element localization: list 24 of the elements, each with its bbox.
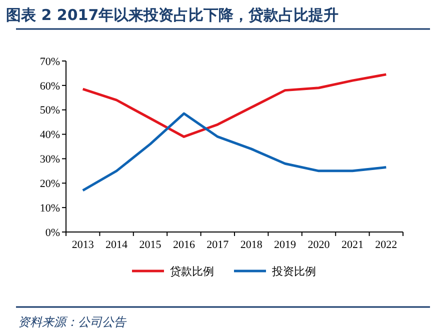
x-tick-label: 2015 bbox=[139, 239, 162, 251]
legend-label: 贷款比例 bbox=[170, 264, 214, 278]
y-tick-label: 40% bbox=[40, 129, 60, 142]
chart-title: 图表 2 2017年以来投资占比下降，贷款占比提升 bbox=[6, 6, 339, 24]
x-tick-label: 2018 bbox=[240, 239, 263, 251]
x-tick-label: 2019 bbox=[274, 239, 297, 251]
x-tick-label: 2020 bbox=[308, 239, 330, 251]
x-tick-label: 2017 bbox=[206, 239, 230, 251]
y-tick-label: 60% bbox=[40, 80, 60, 92]
x-tick-label: 2016 bbox=[172, 239, 196, 251]
x-tick-label: 2022 bbox=[375, 239, 398, 251]
y-tick-label: 20% bbox=[40, 178, 60, 190]
x-tick-label: 2014 bbox=[106, 239, 128, 251]
line-series bbox=[82, 73, 388, 138]
y-tick-label: 50% bbox=[40, 104, 60, 117]
legend-label: 投资比例 bbox=[271, 264, 316, 278]
y-tick-label: 10% bbox=[40, 202, 60, 214]
y-tick-label: 30% bbox=[40, 154, 60, 166]
line-series bbox=[82, 112, 388, 192]
text: 资料来源：公司公告 bbox=[18, 315, 127, 329]
y-tick-label: 0% bbox=[45, 226, 60, 239]
x-tick-label: 2013 bbox=[72, 239, 94, 251]
x-tick-label: 2021 bbox=[341, 239, 364, 251]
y-tick-label: 70% bbox=[40, 56, 60, 68]
